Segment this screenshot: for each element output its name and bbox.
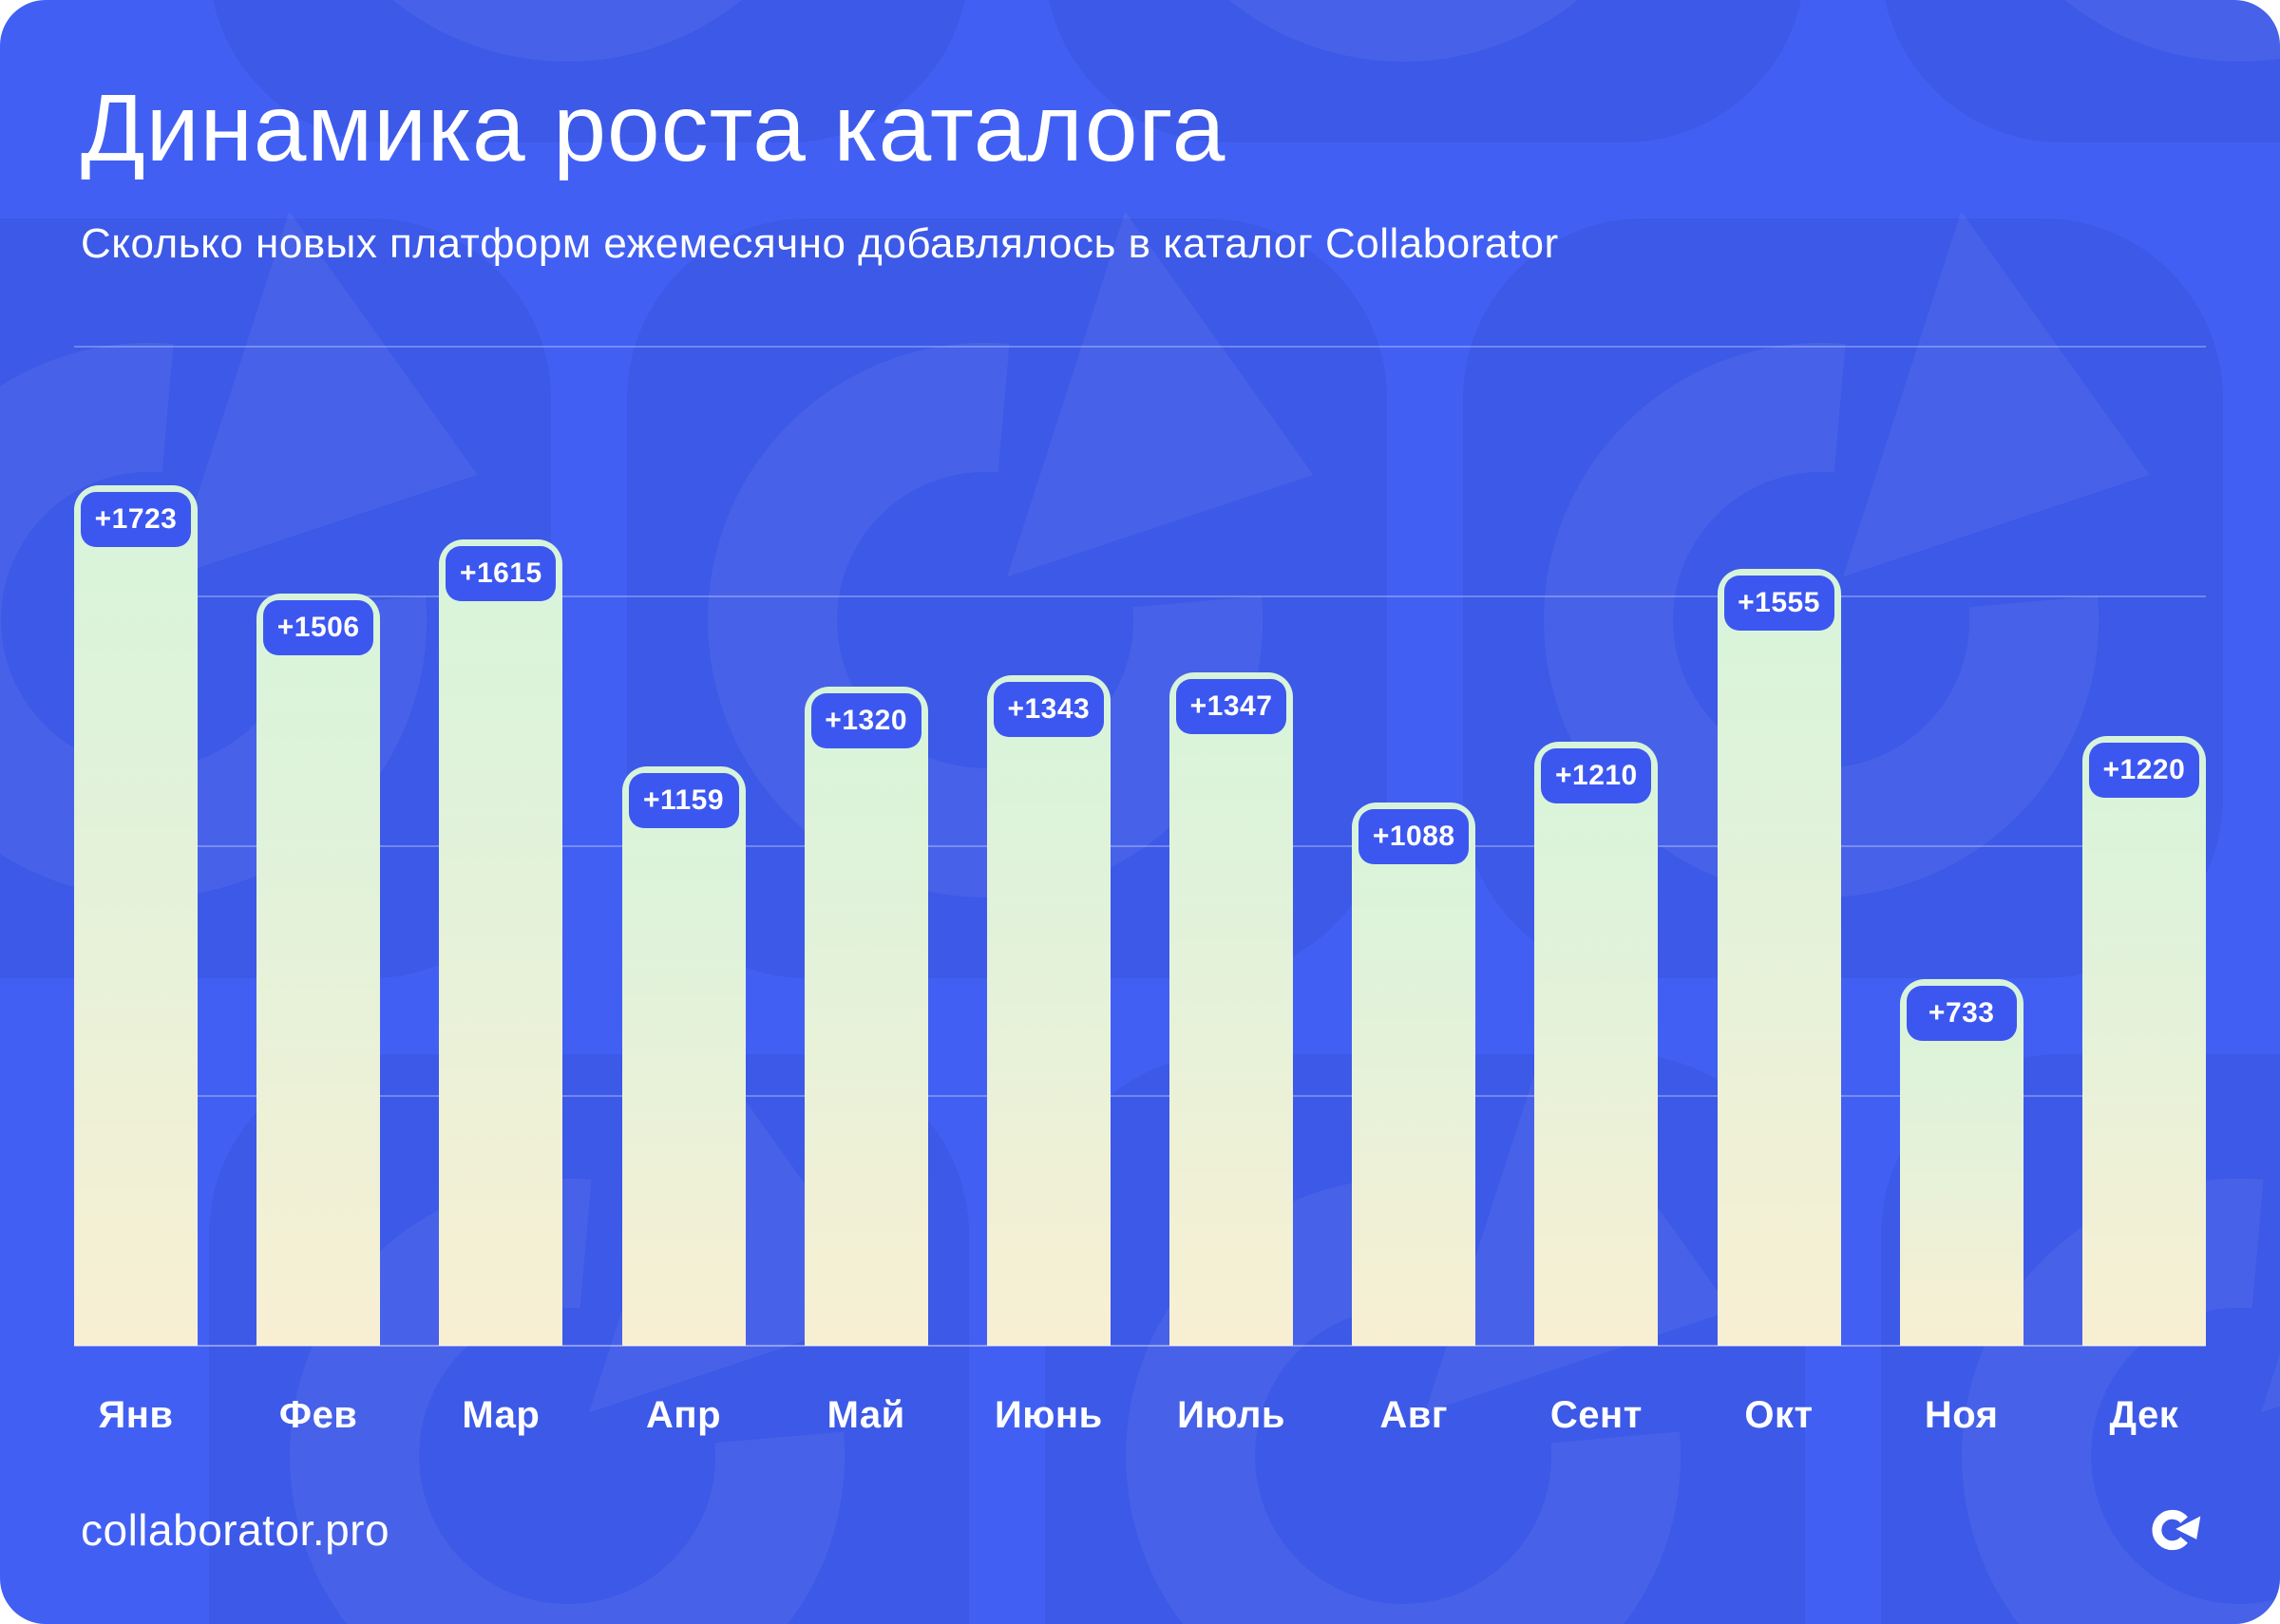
month-label-Апр: Апр [646,1394,721,1436]
month-label-Май: Май [826,1394,905,1436]
bar-Янв: +1723 [74,485,198,1346]
bar-Мар: +1615 [439,539,563,1346]
bar-Апр: +1159 [621,766,746,1346]
month-label-Фев: Фев [278,1394,358,1436]
month-label-Июль: Июль [1177,1394,1285,1436]
bar-value-badge: +733 [1906,986,2017,1041]
footer-site-url: collaborator.pro [81,1505,390,1555]
month-label-Дек: Дек [2109,1394,2179,1436]
bar-value-badge: +1347 [1176,679,1287,734]
page-title: Динамика роста каталога [81,75,1226,181]
month-label-Мар: Мар [462,1394,541,1436]
gridline-1500 [74,595,2206,597]
bar-Июль: +1347 [1169,672,1294,1346]
month-label-Янв: Янв [98,1394,174,1436]
bars-container: +1723 +1506 +1615 +1159 +1320 +1343 +1347 +1088… [74,347,2206,1346]
bar-value-badge: +1159 [628,773,739,828]
collaborator-logo-icon [2152,1509,2201,1551]
gridline-2000 [74,346,2206,348]
bar-chart: +1723 +1506 +1615 +1159 +1320 +1343 +1347 +1088… [74,346,2206,1347]
bar-value-badge: +1506 [263,600,374,655]
month-label-Окт: Окт [1744,1394,1814,1436]
month-label-Июнь: Июнь [995,1394,1103,1436]
month-label-Сент: Сент [1549,1394,1643,1436]
gridline-500 [74,1095,2206,1097]
bar-Сент: +1210 [1534,742,1659,1346]
bar-Авг: +1088 [1352,803,1476,1346]
bar-Дек: +1220 [2081,736,2206,1346]
bar-value-badge: +1343 [993,682,1104,737]
month-label-Авг: Авг [1379,1394,1449,1436]
bar-value-badge: +1615 [446,546,557,601]
x-axis-labels: Янв Фев Мар Апр Май Июнь Июль Авг Сент Окт Ноя Дек [74,1394,2206,1437]
footer: collaborator.pro [81,1497,2202,1563]
bar-value-badge: +1220 [2088,743,2199,798]
bar-value-badge: +1555 [1723,576,1834,631]
x-axis-line [74,1345,2206,1347]
bar-Июнь: +1343 [986,675,1111,1346]
bar-value-badge: +1088 [1358,809,1470,864]
gridline-1000 [74,845,2206,847]
bar-Ноя: +733 [1899,979,2024,1346]
bar-Окт: +1555 [1717,569,1841,1346]
bar-Май: +1320 [804,687,928,1346]
month-label-Ноя: Ноя [1924,1394,1999,1436]
bar-value-badge: +1210 [1541,748,1652,803]
bar-value-badge: +1723 [81,492,191,547]
page-subtitle: Сколько новых платформ ежемесячно добавл… [81,220,1559,267]
bar-value-badge: +1320 [810,693,922,748]
bar-Фев: +1506 [256,594,381,1346]
